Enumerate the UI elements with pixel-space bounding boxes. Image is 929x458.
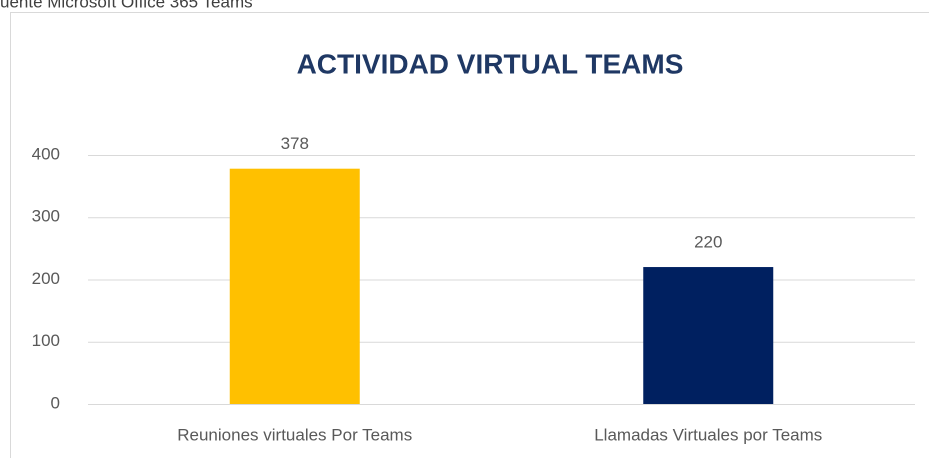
- y-tick-label: 200: [32, 269, 60, 288]
- source-note: uente Microsoft Office 365 Teams: [0, 0, 253, 11]
- bar: [643, 267, 774, 404]
- chart-title: ACTIVIDAD VIRTUAL TEAMS: [297, 48, 684, 79]
- x-tick-label: Llamadas Virtuales por Teams: [594, 425, 822, 444]
- y-tick-label: 400: [32, 144, 60, 163]
- value-label: 378: [281, 134, 309, 153]
- bar: [229, 168, 360, 404]
- x-tick-label: Reuniones virtuales Por Teams: [177, 425, 412, 444]
- y-tick-label: 300: [32, 207, 60, 226]
- chart-border: [10, 12, 929, 458]
- y-tick-label: 0: [51, 393, 60, 412]
- y-tick-label: 100: [32, 331, 60, 350]
- value-label: 220: [694, 233, 722, 252]
